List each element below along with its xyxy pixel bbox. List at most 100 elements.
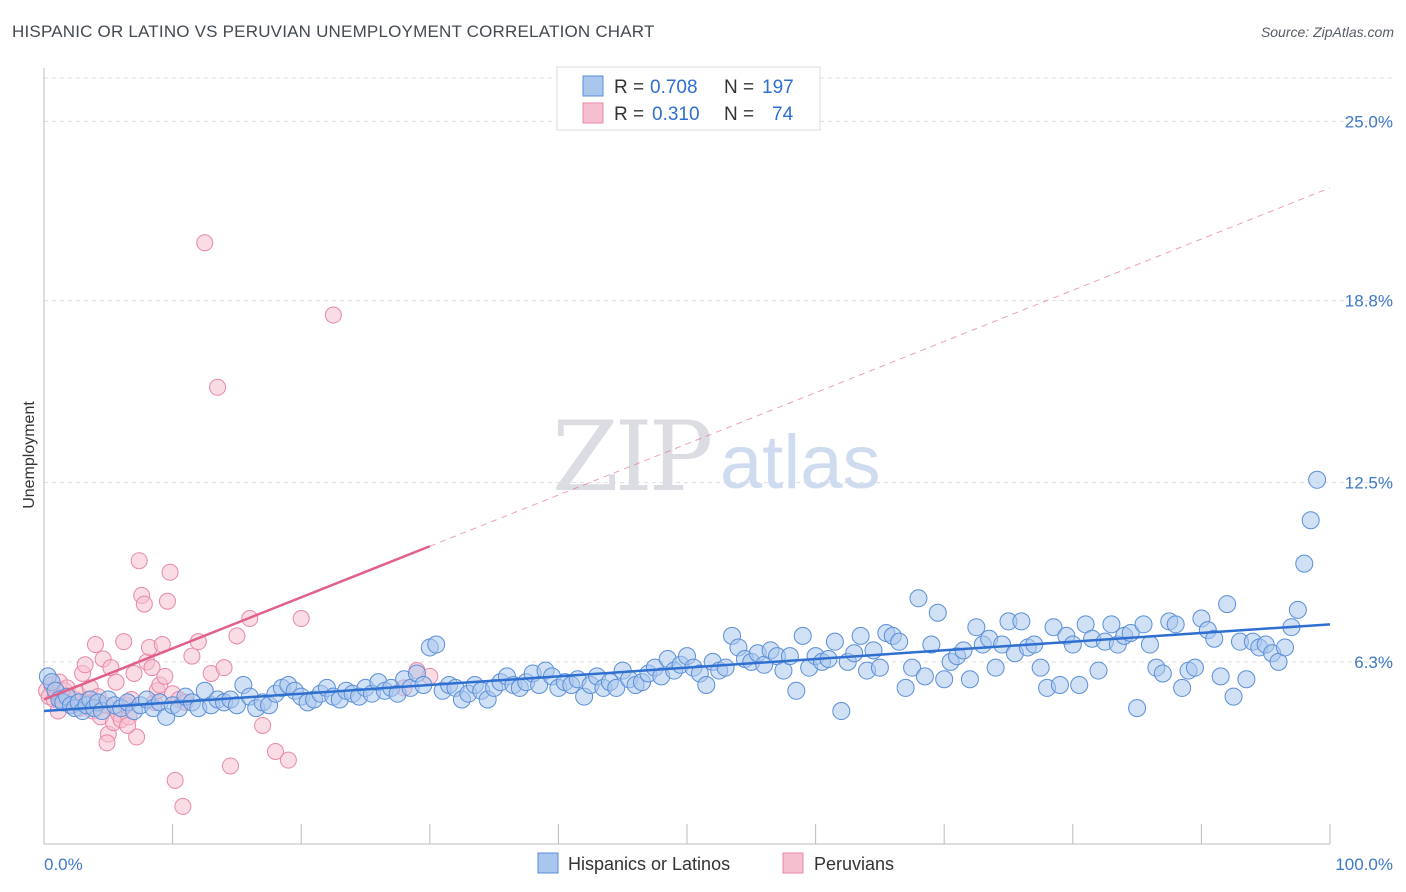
data-point-hispanic xyxy=(1153,664,1172,683)
data-point-hispanic xyxy=(915,667,934,686)
data-point-hispanic xyxy=(903,658,922,677)
data-point-hispanic xyxy=(716,658,735,677)
data-point-hispanic xyxy=(1295,554,1314,573)
data-point-peruvian xyxy=(174,797,192,815)
data-point-hispanic xyxy=(1288,600,1307,619)
data-point-peruvian xyxy=(183,647,201,665)
stats-n-value-1: 197 xyxy=(762,77,794,98)
data-point-hispanic xyxy=(1218,595,1237,614)
data-point-hispanic xyxy=(1173,678,1192,697)
data-point-hispanic xyxy=(845,644,864,663)
data-point-hispanic xyxy=(967,618,986,637)
data-point-peruvian xyxy=(98,734,116,752)
y-tick-label: 12.5% xyxy=(1345,474,1393,493)
stats-n-label-2: N = xyxy=(724,104,754,125)
data-point-hispanic xyxy=(1275,638,1294,657)
y-tick-label: 18.8% xyxy=(1345,292,1393,311)
chart-title: HISPANIC OR LATINO VS PERUVIAN UNEMPLOYM… xyxy=(12,22,655,41)
data-point-hispanic xyxy=(870,658,889,677)
data-point-hispanic xyxy=(928,603,947,622)
data-point-hispanic xyxy=(1134,615,1153,634)
legend-swatch-peruvians xyxy=(782,852,804,874)
stats-n-label-1: N = xyxy=(724,77,754,98)
data-point-hispanic xyxy=(1063,635,1082,654)
data-point-hispanic xyxy=(793,626,812,645)
stats-r-label-1: R = xyxy=(614,77,644,98)
watermark-zip: ZIP xyxy=(552,401,711,513)
data-point-hispanic xyxy=(896,678,915,697)
data-point-peruvian xyxy=(279,751,297,769)
stats-r-value-2: 0.310 xyxy=(652,104,700,125)
y-tick-labels: 6.3% 12.5% 18.8% 25.0% xyxy=(1345,112,1393,672)
legend-swatch-hispanics xyxy=(537,852,559,874)
data-point-hispanic xyxy=(890,632,909,651)
stats-n-value-2: 74 xyxy=(772,104,794,125)
axes xyxy=(43,68,1331,845)
data-point-hispanic xyxy=(1050,676,1069,695)
data-point-peruvian xyxy=(196,234,214,252)
stats-legend-swatch-hispanics xyxy=(582,75,604,97)
data-point-hispanic xyxy=(1070,676,1089,695)
data-point-peruvian xyxy=(221,757,239,775)
trendline-hispanics xyxy=(43,623,1331,713)
data-point-hispanic xyxy=(909,589,928,608)
data-point-hispanic xyxy=(1140,635,1159,654)
trendline-peruvians-extension xyxy=(429,187,1331,547)
data-point-hispanic xyxy=(1301,511,1320,530)
data-point-hispanic xyxy=(825,632,844,651)
data-point-peruvian xyxy=(324,306,342,324)
x-tick-label-max: 100.0% xyxy=(1335,855,1393,874)
data-point-hispanic xyxy=(935,670,954,689)
data-point-peruvian xyxy=(76,656,94,674)
data-point-peruvian xyxy=(128,728,146,746)
peruvians-points xyxy=(38,234,439,815)
data-point-peruvian xyxy=(156,667,174,685)
data-point-peruvian xyxy=(130,552,148,570)
data-point-peruvian xyxy=(209,378,227,396)
data-point-hispanic xyxy=(1012,612,1031,631)
data-point-hispanic xyxy=(1031,658,1050,677)
data-point-hispanic xyxy=(1224,687,1243,706)
stats-r-label-2: R = xyxy=(614,104,644,125)
data-point-hispanic xyxy=(1102,615,1121,634)
data-point-hispanic xyxy=(993,635,1012,654)
watermark: ZIP atlas xyxy=(552,401,881,513)
data-point-peruvian xyxy=(135,595,153,613)
data-point-hispanic xyxy=(1237,670,1256,689)
gridlines xyxy=(44,77,1392,663)
series-legend: Hispanics or Latinos Peruvians xyxy=(537,852,894,874)
data-point-hispanic xyxy=(227,696,246,715)
data-point-peruvian xyxy=(166,771,184,789)
data-point-hispanic xyxy=(697,676,716,695)
stats-r-value-1: 0.708 xyxy=(650,77,698,98)
data-point-peruvian xyxy=(119,716,137,734)
data-point-peruvian xyxy=(292,610,310,628)
data-point-peruvian xyxy=(86,636,104,654)
stats-legend-swatch-peruvians xyxy=(582,102,604,124)
data-point-hispanic xyxy=(832,702,851,721)
data-point-peruvian xyxy=(228,627,246,645)
data-point-hispanic xyxy=(427,635,446,654)
stats-legend: R = 0.708 N = 197 R = 0.310 N = 74 xyxy=(556,66,821,131)
data-point-peruvian xyxy=(125,664,143,682)
data-point-peruvian xyxy=(161,563,179,581)
data-point-peruvian xyxy=(115,633,133,651)
chart-source: Source: ZipAtlas.com xyxy=(1260,24,1394,40)
data-point-hispanic xyxy=(986,658,1005,677)
data-point-peruvian xyxy=(266,743,284,761)
watermark-atlas: atlas xyxy=(720,420,881,505)
data-point-peruvian xyxy=(215,659,233,677)
data-point-hispanic xyxy=(1089,661,1108,680)
data-point-hispanic xyxy=(1185,658,1204,677)
data-point-hispanic xyxy=(1308,470,1327,489)
y-axis-title: Unemployment xyxy=(21,401,38,509)
legend-label-peruvians: Peruvians xyxy=(814,854,894,874)
data-point-peruvian xyxy=(107,673,125,691)
data-point-hispanic xyxy=(607,678,626,697)
data-point-hispanic xyxy=(1205,629,1224,648)
y-tick-label: 6.3% xyxy=(1354,653,1393,672)
data-point-hispanic xyxy=(1211,667,1230,686)
data-point-hispanic xyxy=(922,635,941,654)
data-point-hispanic xyxy=(1166,615,1185,634)
